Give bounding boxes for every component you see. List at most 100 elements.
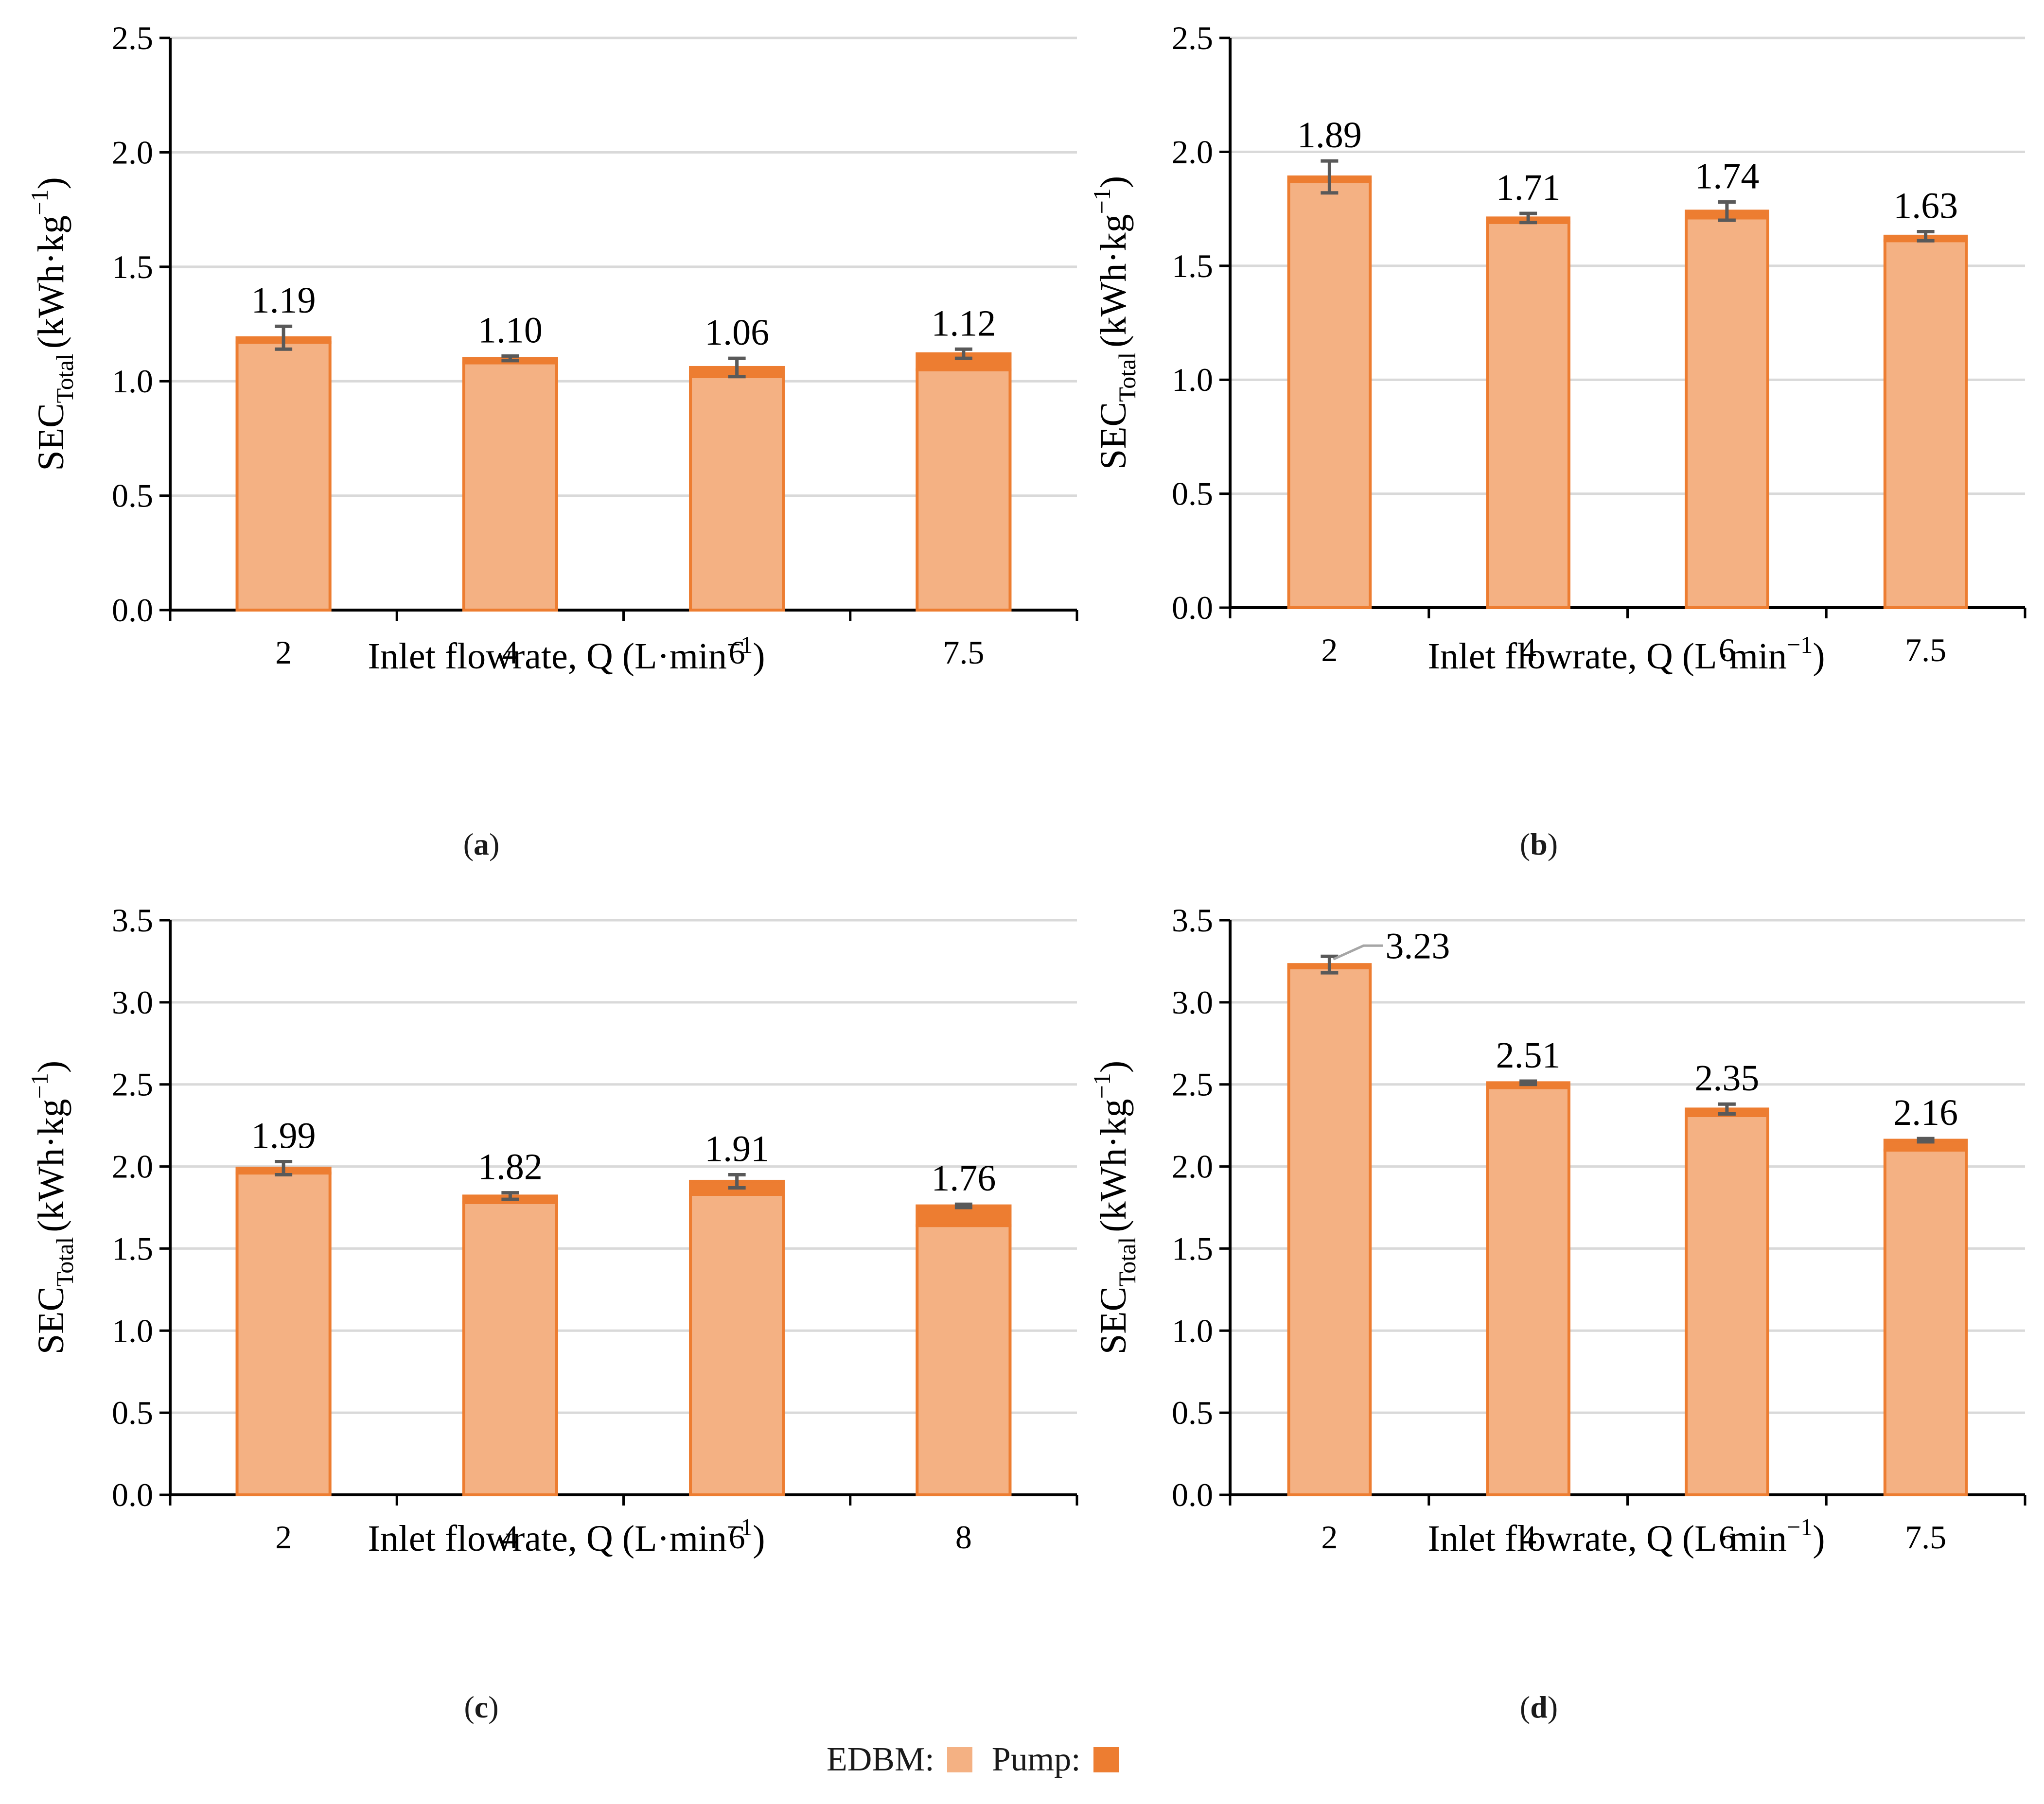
data-label: 2.35 [1694, 1058, 1759, 1099]
y-axis-title-main: SEC [1093, 1287, 1134, 1354]
y-tick-label: 2.0 [112, 134, 153, 171]
y-axis-title-sub: Total [51, 353, 78, 403]
bar-edbm [1883, 239, 1968, 609]
caption-a-letter: a [474, 827, 489, 861]
x-axis-title-close: ) [1813, 1518, 1825, 1559]
y-tick-label: 0.5 [1172, 475, 1213, 512]
y-axis-title-sup: −1 [26, 1073, 53, 1099]
bar-edbm [462, 1201, 558, 1497]
data-label: 2.51 [1496, 1035, 1561, 1076]
caption-a: (a) [463, 827, 500, 861]
bar-edbm [1287, 966, 1372, 1496]
y-tick-label: 2.5 [112, 1066, 153, 1103]
y-tick-label: 0.0 [112, 592, 153, 629]
y-tick-label: 2.5 [1172, 1066, 1213, 1103]
x-axis-title: Inlet flowrate, Q (L·min−1) [1427, 1513, 1825, 1559]
x-axis-title-sup: −1 [1787, 631, 1813, 658]
x-tick-label: 7.5 [1905, 631, 1946, 668]
bar-edbm [1685, 1114, 1769, 1496]
x-tick-label: 2 [1321, 631, 1338, 668]
data-label: 3.23 [1385, 926, 1450, 966]
x-axis-title-sup: −1 [1787, 1513, 1813, 1541]
x-tick-label: 7.5 [943, 634, 984, 671]
legend-item-edbm: EDBM: [827, 1740, 972, 1779]
bar-edbm [916, 368, 1012, 612]
y-tick-label: 0.0 [1172, 589, 1213, 626]
legend-swatch-pump [1093, 1747, 1119, 1772]
x-axis-title: Inlet flowrate, Q (L·min−1) [368, 1513, 765, 1559]
data-label: 1.10 [478, 310, 543, 350]
bar-edbm [235, 341, 332, 612]
y-axis-title-close: ) [31, 1061, 71, 1073]
x-tick-label: 4 [1520, 1519, 1536, 1556]
caption-b-letter: b [1530, 827, 1548, 861]
legend: EDBM: Pump: [827, 1735, 1138, 1784]
y-axis-title-main: SEC [1093, 402, 1134, 470]
y-tick-label: 2.5 [1172, 19, 1213, 56]
y-tick-label: 0.5 [1172, 1394, 1213, 1431]
x-axis-title-main: Inlet flowrate, Q (L·min [1427, 1518, 1787, 1559]
legend-label-edbm: EDBM: [827, 1741, 934, 1778]
y-tick-label: 1.5 [112, 248, 153, 285]
bar-edbm [1685, 216, 1769, 609]
x-tick-label: 2 [275, 1519, 292, 1556]
data-label: 1.91 [705, 1128, 769, 1169]
y-tick-label: 1.5 [112, 1230, 153, 1267]
y-axis-title-sub: Total [1113, 1237, 1141, 1287]
x-axis-title-close: ) [753, 1518, 765, 1559]
x-tick-label: 6 [1719, 1519, 1735, 1556]
y-tick-label: 0.0 [1172, 1476, 1213, 1513]
y-axis-title: SECTotal (kWh·kg−1) [1088, 1061, 1141, 1354]
y-tick-label: 1.0 [112, 1312, 153, 1349]
y-axis-title-sub: Total [51, 1237, 78, 1287]
y-axis-title: SECTotal (kWh·kg−1) [1088, 176, 1141, 470]
y-axis-title-sup: −1 [26, 190, 53, 215]
y-axis-title: SECTotal (kWh·kg−1) [26, 177, 78, 471]
bar-edbm [689, 375, 785, 612]
y-tick-label: 1.0 [112, 363, 153, 400]
y-tick-label: 3.0 [1172, 984, 1213, 1021]
y-axis-title-sup: −1 [1088, 1073, 1115, 1099]
y-tick-label: 0.5 [112, 1394, 153, 1431]
y-tick-label: 3.5 [1172, 902, 1213, 939]
data-label: 1.06 [705, 312, 769, 353]
legend-label-pump: Pump: [991, 1741, 1081, 1778]
y-tick-label: 2.0 [1172, 133, 1213, 170]
x-tick-label: 6 [729, 1519, 745, 1556]
x-tick-label: 6 [1719, 631, 1735, 668]
bar-edbm [462, 361, 558, 612]
y-tick-label: 2.0 [1172, 1148, 1213, 1185]
x-axis-title-main: Inlet flowrate, Q (L·min [368, 636, 727, 677]
y-tick-label: 2.0 [112, 1148, 153, 1185]
x-axis-title: Inlet flowrate, Q (L·min−1) [368, 631, 765, 677]
x-axis-title-close: ) [753, 636, 765, 677]
data-label: 1.89 [1297, 115, 1362, 156]
bar-edbm [689, 1192, 785, 1497]
x-axis-title: Inlet flowrate, Q (L·min−1) [1427, 631, 1825, 677]
y-tick-label: 3.0 [112, 984, 153, 1021]
caption-c-letter: c [474, 1690, 489, 1724]
y-tick-label: 1.0 [1172, 1312, 1213, 1349]
x-axis-title-main: Inlet flowrate, Q (L·min [1427, 636, 1787, 677]
bar-edbm [1486, 221, 1570, 609]
x-axis-title-close: ) [1813, 636, 1825, 677]
data-label: 1.76 [931, 1158, 996, 1199]
y-axis-title-main: SEC [31, 403, 71, 471]
y-tick-label: 0.5 [112, 477, 153, 514]
y-tick-label: 2.5 [112, 19, 153, 56]
y-tick-label: 0.0 [112, 1476, 153, 1513]
y-axis-title-sup: −1 [1088, 188, 1115, 214]
data-label: 1.82 [478, 1147, 543, 1188]
data-label: 1.74 [1694, 156, 1759, 197]
x-tick-label: 7.5 [1905, 1519, 1946, 1556]
callout-line [1333, 944, 1383, 961]
y-axis-title-unit: (kWh·kg [31, 1099, 71, 1232]
data-label: 2.16 [1893, 1092, 1958, 1133]
y-tick-label: 3.5 [112, 902, 153, 939]
data-label: 1.19 [251, 280, 316, 321]
bar-edbm [1287, 180, 1372, 609]
y-axis-title-sub: Total [1113, 352, 1141, 402]
